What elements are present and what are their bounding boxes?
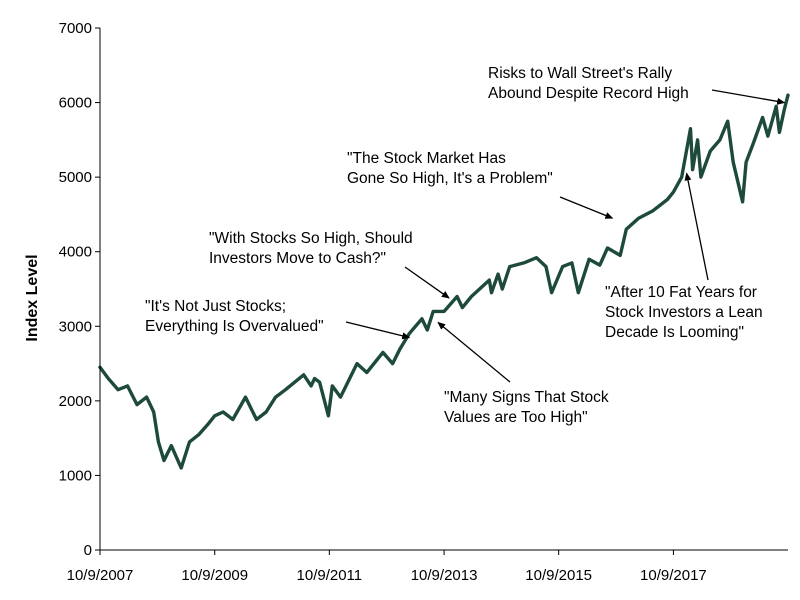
annotation-text-line: "After 10 Fat Years for [605, 284, 757, 301]
x-tick-label: 10/9/2015 [525, 567, 592, 584]
annotation-arrow [437, 321, 511, 383]
annotation-text-line: Everything Is Overvalued" [145, 318, 324, 335]
annotation: Risks to Wall Street's Rally Abound Despi… [488, 65, 786, 105]
y-tick-label: 4000 [59, 244, 92, 261]
annotation-text-line: "It's Not Just Stocks; [145, 298, 286, 315]
annotation-text-line: Risks to Wall Street's Rally [488, 65, 672, 82]
y-tick-label: 5000 [59, 169, 92, 186]
annotations: Risks to Wall Street's Rally Abound Despi… [145, 65, 786, 426]
annotation-text-line: "The Stock Market Has [347, 150, 506, 167]
annotation: "It's Not Just Stocks; Everything Is Over… [145, 298, 411, 340]
x-ticks: 10/9/2007 10/9/2009 10/9/2011 10/9/2013 10/9… [67, 550, 707, 584]
annotation-arrow [559, 196, 614, 219]
annotation-text-line: Abound Despite Record High [488, 85, 689, 102]
y-tick-label: 3000 [59, 318, 92, 335]
annotation-text-line: Decade Is Looming" [605, 324, 744, 341]
annotation: "After 10 Fat Years for Stock Investors a… [605, 172, 763, 341]
x-tick-label: 10/9/2011 [297, 567, 363, 584]
y-tick-label: 0 [84, 542, 92, 559]
annotation-text-line: Gone So High, It's a Problem" [347, 170, 553, 187]
y-tick-label: 1000 [59, 467, 92, 484]
x-tick-label: 10/9/2009 [181, 567, 248, 584]
annotation-text-line: Stock Investors a Lean [605, 304, 763, 321]
x-tick-label: 10/9/2013 [411, 567, 478, 584]
x-tick-label: 10/9/2007 [67, 567, 134, 584]
annotation-text-line: Investors Move to Cash?" [209, 250, 386, 267]
annotation: "The Stock Market Has Gone So High, It's … [347, 150, 614, 219]
annotation-arrow [684, 172, 709, 281]
annotation-text-line: "Many Signs That Stock [444, 389, 609, 406]
annotation-arrow [404, 266, 450, 299]
series-line-index-level [98, 93, 790, 470]
annotation: "With Stocks So High, Should Investors Mo… [209, 230, 450, 299]
y-ticks: 0 1000 2000 3000 4000 5000 6000 7000 [59, 20, 100, 559]
annotation-arrow [711, 89, 786, 105]
annotation: "Many Signs That Stock Values are Too Hig… [437, 321, 609, 426]
y-axis-title: Index Level [24, 254, 41, 341]
annotation-text-line: "With Stocks So High, Should [209, 230, 413, 247]
y-tick-label: 2000 [59, 393, 92, 410]
annotation-arrow [345, 321, 411, 340]
y-tick-label: 7000 [59, 20, 92, 37]
y-tick-label: 6000 [59, 95, 92, 112]
plot-area [98, 93, 790, 470]
annotation-text-line: Values are Too High" [444, 409, 588, 426]
x-tick-label: 10/9/2017 [640, 567, 707, 584]
